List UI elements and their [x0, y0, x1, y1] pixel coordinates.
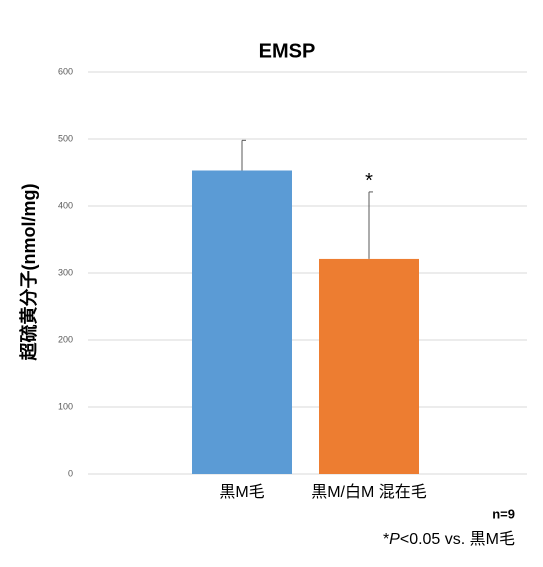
- sample-size: n=9: [492, 506, 515, 521]
- footnote: *P<0.05 vs. 黒M毛: [383, 530, 515, 548]
- y-tick-label: 0: [68, 468, 73, 478]
- y-axis-label: 超硫黄分子(nmol/mg): [18, 184, 39, 361]
- y-tick-label: 600: [58, 66, 73, 76]
- bar: [192, 170, 292, 475]
- y-tick-label: 500: [58, 133, 73, 143]
- y-tick-label: 300: [58, 267, 73, 277]
- chart-title: EMSP: [259, 40, 316, 62]
- x-tick-label: 黒M/白M 混在毛: [311, 483, 427, 501]
- footnote-star: *: [383, 531, 389, 548]
- y-tick-label: 200: [58, 334, 73, 344]
- bar: [319, 258, 419, 474]
- footnote-text: <0.05 vs. 黒M毛: [400, 530, 515, 548]
- y-tick-label: 100: [58, 401, 73, 411]
- x-tick-label: 黒M毛: [219, 483, 264, 501]
- significance-mark: *: [365, 170, 373, 192]
- y-tick-label: 400: [58, 200, 73, 210]
- footnote-p: P: [389, 531, 400, 548]
